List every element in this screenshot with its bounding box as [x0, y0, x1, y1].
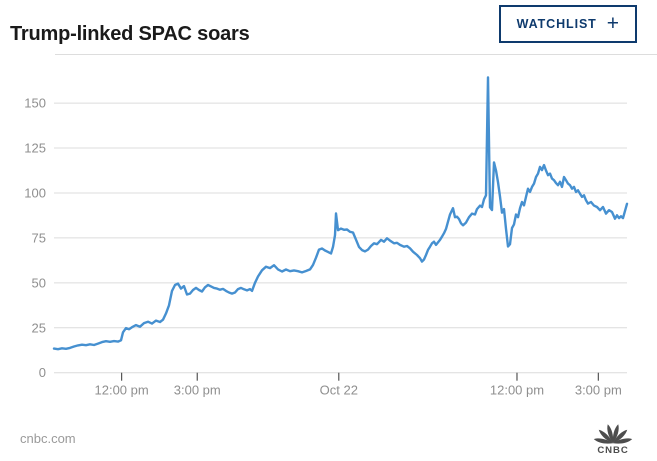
x-tick-label: Oct 22: [320, 383, 358, 398]
peacock-feather: [607, 424, 614, 444]
peacock-icon: [593, 424, 633, 444]
x-tick-label: 12:00 pm: [490, 383, 544, 398]
peacock-feather: [598, 429, 613, 444]
watchlist-button[interactable]: WATCHLIST +: [498, 5, 637, 43]
header-divider: [55, 54, 657, 55]
cnbc-logo: CNBC: [593, 424, 633, 456]
price-chart: 0 25 50 75 100 125 150 12:00 pm 3:00 pm Oct 22 12:…: [24, 76, 629, 398]
peacock-feather: [613, 438, 633, 444]
y-tick-label: 75: [32, 230, 46, 245]
plus-icon: +: [606, 11, 619, 35]
price-line: [52, 76, 629, 351]
peacock-feather: [593, 438, 613, 444]
y-tick-label: 50: [32, 275, 46, 290]
y-tick-label: 125: [24, 141, 46, 156]
x-tick-label: 12:00 pm: [95, 383, 149, 398]
y-tick-label: 150: [24, 96, 46, 111]
y-tick-label: 25: [32, 320, 46, 335]
x-tick-label: 3:00 pm: [575, 383, 622, 398]
watchlist-button-label: WATCHLIST: [516, 17, 597, 31]
page-title: Trump-linked SPAC soars: [10, 23, 250, 46]
y-tick-label: 100: [24, 185, 46, 200]
peacock-feather: [612, 424, 619, 444]
peacock-feather: [613, 429, 628, 444]
source-attribution: cnbc.com: [20, 431, 76, 446]
cnbc-logo-text: CNBC: [597, 445, 628, 456]
y-tick-label: 0: [39, 365, 46, 380]
x-tick-label: 3:00 pm: [174, 383, 221, 398]
